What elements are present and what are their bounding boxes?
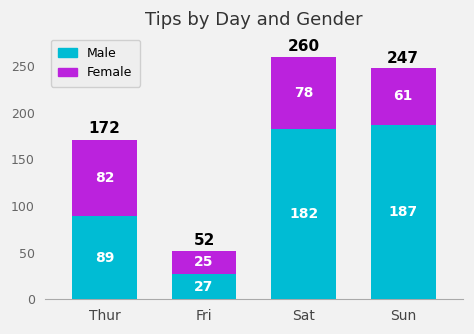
- Title: Tips by Day and Gender: Tips by Day and Gender: [145, 11, 363, 29]
- Bar: [172, 251, 237, 274]
- Legend: Male, Female: Male, Female: [51, 40, 140, 87]
- Text: 89: 89: [95, 251, 114, 265]
- Bar: [271, 57, 336, 130]
- Text: 61: 61: [393, 90, 413, 104]
- Text: 182: 182: [289, 207, 318, 221]
- Bar: [72, 140, 137, 216]
- Bar: [271, 130, 336, 299]
- Text: 172: 172: [89, 121, 120, 136]
- Bar: [371, 68, 436, 125]
- Bar: [371, 125, 436, 299]
- Text: 27: 27: [194, 280, 214, 294]
- Bar: [72, 216, 137, 299]
- Text: 82: 82: [95, 171, 114, 185]
- Text: 25: 25: [194, 255, 214, 269]
- Text: 52: 52: [193, 233, 215, 248]
- Text: 187: 187: [389, 205, 418, 219]
- Text: 247: 247: [387, 51, 419, 66]
- Text: 260: 260: [288, 39, 319, 54]
- Text: 78: 78: [294, 86, 313, 100]
- Bar: [172, 274, 237, 299]
